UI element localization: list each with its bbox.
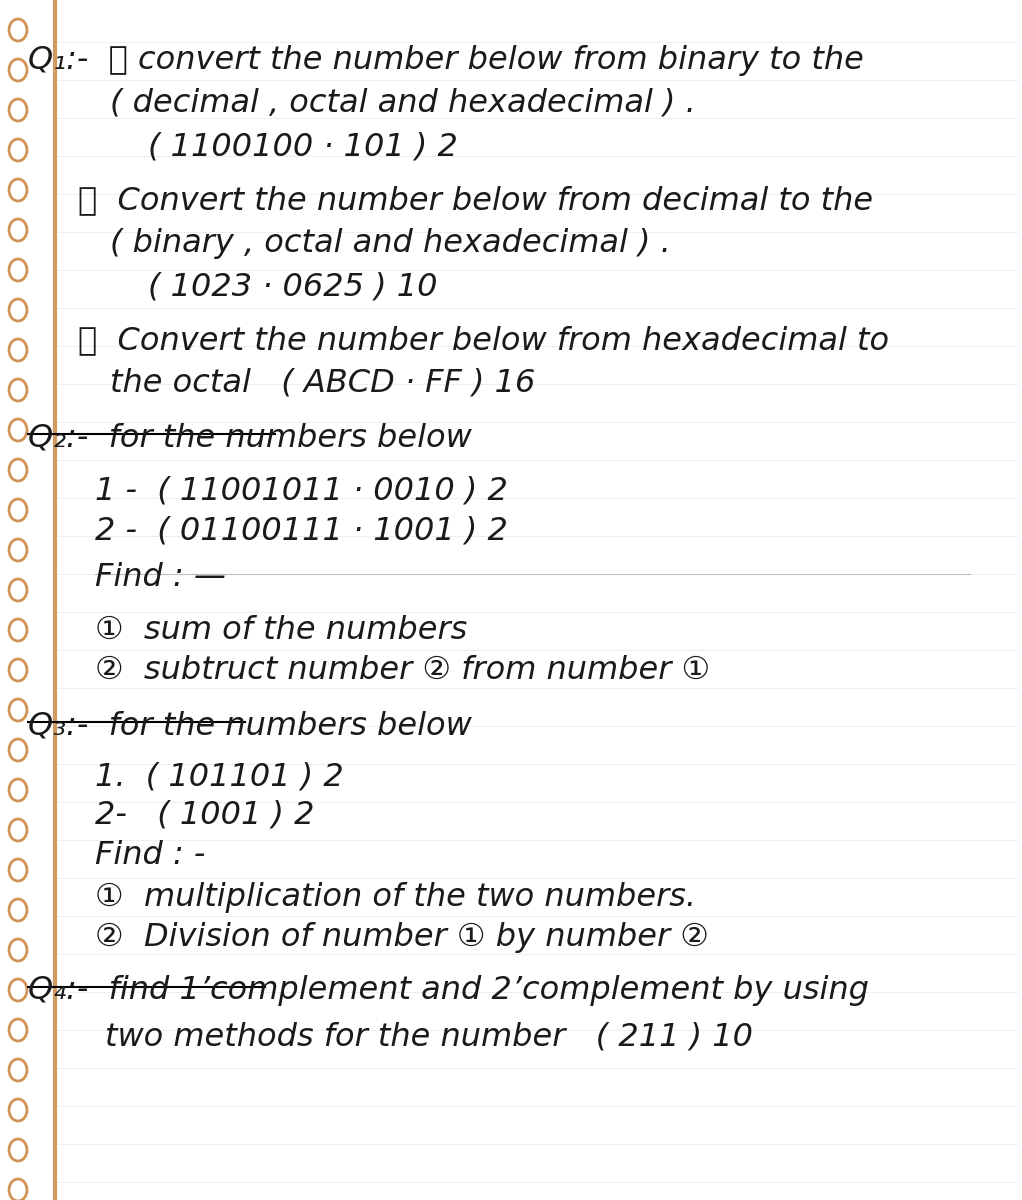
Text: ①  sum of the numbers: ① sum of the numbers [95,614,467,646]
Text: Q₂:-  for the numbers below: Q₂:- for the numbers below [28,422,472,452]
Text: the octal   ( ABCD · FF ) 16: the octal ( ABCD · FF ) 16 [110,368,536,398]
Text: Q₃:-  for the numbers below: Q₃:- for the numbers below [28,710,472,740]
Text: ①  multiplication of the two numbers.: ① multiplication of the two numbers. [95,882,696,913]
Text: Ⓒ  Convert the number below from hexadecimal to: Ⓒ Convert the number below from hexadeci… [78,325,889,356]
Text: two methods for the number   ( 211 ) 10: two methods for the number ( 211 ) 10 [105,1022,753,1054]
Text: ②  subtruct number ② from number ①: ② subtruct number ② from number ① [95,655,710,686]
Text: 2 -  ( 01100111 · 1001 ) 2: 2 - ( 01100111 · 1001 ) 2 [95,515,508,546]
Text: ②  Division of number ① by number ②: ② Division of number ① by number ② [95,922,709,953]
Text: Find : —: Find : — [95,562,226,593]
Text: Find : -: Find : - [95,840,205,871]
Text: ( 1100100 · 101 ) 2: ( 1100100 · 101 ) 2 [148,131,458,162]
Text: ( binary , octal and hexadecimal ) .: ( binary , octal and hexadecimal ) . [110,228,670,259]
Text: 2-   ( 1001 ) 2: 2- ( 1001 ) 2 [95,800,315,830]
Text: 1 -  ( 11001011 · 0010 ) 2: 1 - ( 11001011 · 0010 ) 2 [95,476,508,506]
Text: ( decimal , octal and hexadecimal ) .: ( decimal , octal and hexadecimal ) . [110,88,696,119]
Text: 1.  ( 101101 ) 2: 1. ( 101101 ) 2 [95,762,343,793]
Text: Q₄:-  find 1’complement and 2’complement by using: Q₄:- find 1’complement and 2’complement … [28,974,869,1006]
Text: Q₁:-  Ⓐ convert the number below from binary to the: Q₁:- Ⓐ convert the number below from bin… [28,44,864,76]
Text: Ⓑ  Convert the number below from decimal to the: Ⓑ Convert the number below from decimal … [78,185,873,216]
Text: ( 1023 · 0625 ) 10: ( 1023 · 0625 ) 10 [148,271,437,302]
